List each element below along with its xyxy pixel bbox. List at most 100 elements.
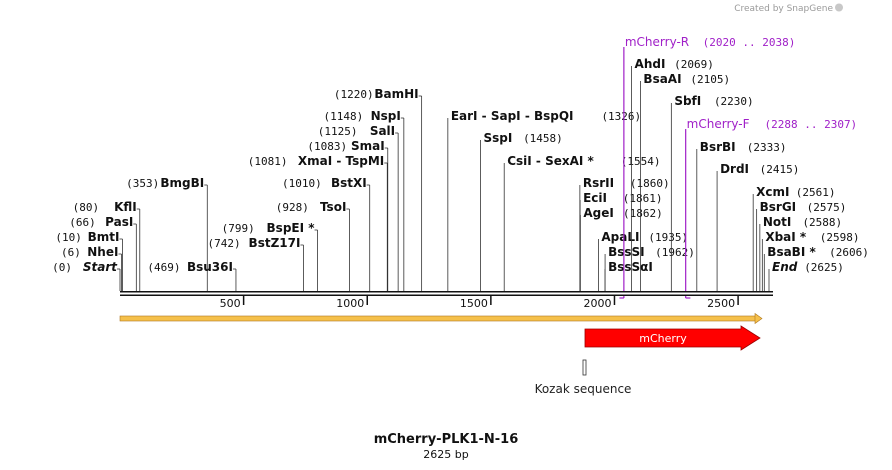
site-position: (1083) xyxy=(307,140,347,153)
site-position: (10) xyxy=(55,231,82,244)
site-name: KflI xyxy=(114,200,137,214)
feature-mcherry[interactable]: mCherry xyxy=(584,325,761,351)
site-name: BssSI xyxy=(608,245,645,259)
site-name: EarI - SapI - BspQI xyxy=(451,109,574,123)
site-name: AgeI xyxy=(583,206,613,220)
ruler-tick-label: 1000 xyxy=(336,297,364,310)
site-position: (2575) xyxy=(807,201,847,214)
site-xcmi[interactable]: XcmI (2561) xyxy=(752,185,836,291)
site-bamhi[interactable]: BamHI(1220) xyxy=(334,87,423,291)
features: mCherry Kozak sequence xyxy=(535,325,761,396)
dna-backbone xyxy=(120,291,773,296)
site-bsss-i[interactable]: BssSαI xyxy=(604,260,653,291)
site-position: (1458) xyxy=(523,132,563,145)
site-name: XmaI - TspMI xyxy=(298,154,384,168)
plasmid-length: 2625 bp xyxy=(423,448,468,461)
site-sali[interactable]: SalI (1125) xyxy=(318,124,399,291)
site-name: SalI xyxy=(370,124,395,138)
site-bsaai[interactable]: BsaAI (2105) xyxy=(640,72,730,291)
site-name: BstXI xyxy=(331,176,367,190)
site-drdi[interactable]: DrdI (2415) xyxy=(716,162,800,291)
sequence-arrow-body xyxy=(119,315,757,322)
site-name: SbfI xyxy=(674,94,701,108)
site-name: XcmI xyxy=(756,185,789,199)
site-nhei[interactable]: NheI (6) xyxy=(61,245,122,291)
site-bsu36i[interactable]: Bsu36I (469) xyxy=(147,260,237,291)
site-agei[interactable]: AgeI (1862) xyxy=(579,206,663,291)
site-name: End xyxy=(772,260,798,274)
site-name: SmaI xyxy=(351,139,385,153)
site-name: BsaAI xyxy=(643,72,681,86)
site-name: RsrII xyxy=(583,176,614,190)
ruler-ticks: 500 1000 1500 2000 2500 xyxy=(220,296,739,310)
site-bsrgi[interactable]: BsrGI (2575) xyxy=(756,200,847,291)
site-position: (2588) xyxy=(802,216,842,229)
site-position: (0) xyxy=(52,261,72,274)
site-position: (6) xyxy=(61,246,81,259)
site-csii-sexai[interactable]: CsiI - SexAI * (1554) xyxy=(503,154,661,291)
site-position: (928) xyxy=(276,201,309,214)
site-bstz17i[interactable]: BstZ17I (742) xyxy=(208,236,304,291)
site-end[interactable]: End (2625) xyxy=(768,260,844,291)
primers: mCherry-R (2020 .. 2038) mCherry-F (2288 ..… xyxy=(619,35,858,299)
site-name: BmgBI xyxy=(160,176,204,190)
site-position: (2105) xyxy=(690,73,730,86)
site-name: BsaBI * xyxy=(767,245,816,259)
site-name: BsrGI xyxy=(760,200,797,214)
site-position: (2561) xyxy=(796,186,836,199)
site-position: (1081) xyxy=(248,155,288,168)
site-name: TsoI xyxy=(320,200,346,214)
site-sspi[interactable]: SspI (1458) xyxy=(480,131,563,291)
sequence-arrow-head xyxy=(754,312,763,325)
site-position: (742) xyxy=(208,237,241,250)
site-sbfi[interactable]: SbfI (2230) xyxy=(670,94,754,291)
site-position: (799) xyxy=(222,222,255,235)
site-bstxi[interactable]: BstXI (1010) xyxy=(282,176,371,291)
site-pasi[interactable]: PasI (66) xyxy=(69,215,137,291)
site-bsabi[interactable]: BsaBI * (2606) xyxy=(763,245,869,291)
site-position: (2230) xyxy=(714,95,754,108)
site-name: ApaLI xyxy=(601,230,639,244)
site-xmai-tspmi[interactable]: XmaI - TspMI (1081) xyxy=(248,154,388,291)
site-position: (2625) xyxy=(804,261,844,274)
primer-range: (2288 .. 2307) xyxy=(764,118,857,131)
site-bmti[interactable]: BmtI (10) xyxy=(55,230,123,291)
primer-mcherry-f[interactable]: mCherry-F (2288 .. 2307) xyxy=(685,117,858,299)
snapgene-credit: Created by SnapGene xyxy=(734,3,843,14)
site-position: (2415) xyxy=(760,163,800,176)
site-name: BamHI xyxy=(374,87,418,101)
site-apali[interactable]: ApaLI (1935) xyxy=(598,230,688,291)
site-position: (1148) xyxy=(323,110,363,123)
site-name: Start xyxy=(83,260,118,274)
site-position: (469) xyxy=(147,261,180,274)
primer-name: mCherry-F xyxy=(687,117,750,131)
site-ahdi[interactable]: AhdI (2069) xyxy=(631,57,714,291)
site-nspi[interactable]: NspI (1148) xyxy=(323,109,405,291)
site-name: DrdI xyxy=(720,162,749,176)
feature-label: mCherry xyxy=(639,332,687,345)
sequence-arrow xyxy=(119,312,763,325)
site-position: (1962) xyxy=(655,246,695,259)
site-position: (1861) xyxy=(623,192,663,205)
ruler-tick-label: 500 xyxy=(220,297,241,310)
site-name: NheI xyxy=(87,245,118,259)
site-position: (2333) xyxy=(747,141,787,154)
site-position: (1010) xyxy=(282,177,322,190)
site-bspei[interactable]: BspEI * (799) xyxy=(222,221,318,291)
site-tsoi[interactable]: TsoI (928) xyxy=(276,200,350,291)
site-noti[interactable]: NotI (2588) xyxy=(759,215,842,291)
site-bmgbi[interactable]: BmgBI(353) xyxy=(126,176,208,291)
site-smai[interactable]: SmaI (1083) xyxy=(307,139,389,291)
site-name: XbaI * xyxy=(765,230,807,244)
restriction-sites: Start (0) NheI (6) BmtI (10) PasI (66) KflI (80) B… xyxy=(52,57,869,291)
site-name: SspI xyxy=(483,131,512,145)
site-name: NspI xyxy=(371,109,401,123)
primer-name: mCherry-R xyxy=(625,35,689,49)
site-bsrbi[interactable]: BsrBI (2333) xyxy=(696,140,787,291)
site-kfli[interactable]: KflI (80) xyxy=(73,200,141,291)
feature-kozak-sequence[interactable]: Kozak sequence xyxy=(535,359,632,396)
primer-mcherry-r[interactable]: mCherry-R (2020 .. 2038) xyxy=(619,35,795,299)
site-start[interactable]: Start (0) xyxy=(52,260,121,291)
site-xbai[interactable]: XbaI * (2598) xyxy=(761,230,859,291)
